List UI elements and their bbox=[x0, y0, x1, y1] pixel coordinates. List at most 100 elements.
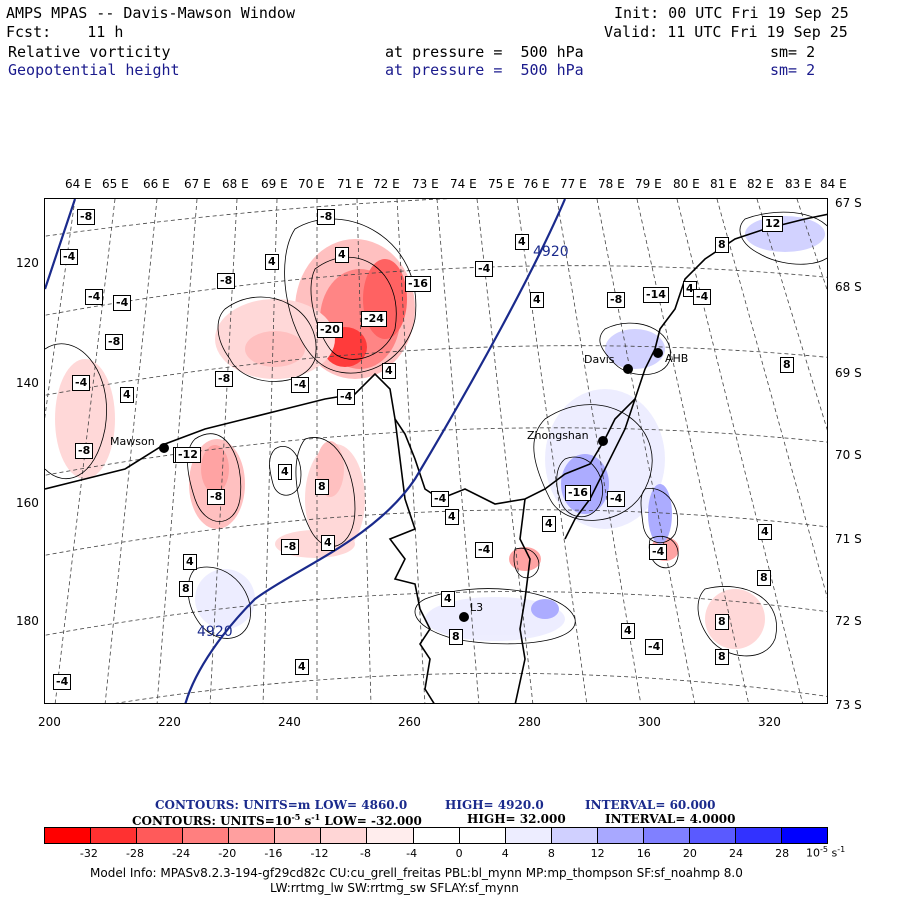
colorbar-swatch bbox=[91, 828, 138, 843]
station-l3-dot bbox=[459, 612, 469, 622]
bottom-axis-tick: 320 bbox=[758, 715, 781, 729]
longitude-label: 82 E bbox=[747, 177, 774, 191]
height-contour-info: CONTOURS: UNITS=m LOW= 4860.0 bbox=[155, 798, 408, 812]
left-axis-tick: 120 bbox=[16, 256, 39, 270]
vorticity-contour-interval: INTERVAL= 4.0000 bbox=[605, 812, 736, 826]
station-mawson-dot bbox=[159, 443, 169, 453]
vorticity-contour-label: -16 bbox=[565, 485, 591, 501]
vorticity-contour-label: 8 bbox=[715, 614, 729, 630]
colorbar-swatch bbox=[551, 828, 598, 843]
colorbar-swatch bbox=[782, 828, 828, 843]
longitude-label: 66 E bbox=[143, 177, 170, 191]
vorticity-contour-label: -4 bbox=[337, 389, 356, 405]
field1-level: at pressure = 500 hPa bbox=[385, 43, 584, 61]
vorticity-contour-label: 4 bbox=[335, 247, 349, 263]
field2-smoothing: sm= 2 bbox=[770, 61, 816, 79]
colorbar-swatch bbox=[597, 828, 644, 843]
map-panel: Davis Zhongshan Mawson AHB L3 -8 -8 -4 4 4 -4 -8 -4… bbox=[44, 198, 828, 704]
colorbar-tick: 0 bbox=[455, 847, 463, 860]
left-axis-tick: 160 bbox=[16, 496, 39, 510]
height-contour-high: HIGH= 4920.0 bbox=[445, 798, 544, 812]
vorticity-contour-label: 8 bbox=[757, 570, 771, 586]
pos-vort-south-core bbox=[531, 599, 559, 619]
vorticity-contour-label: 12 bbox=[762, 216, 784, 232]
vorticity-contour-label: -8 bbox=[317, 209, 336, 225]
station-label-ahb: AHB bbox=[665, 352, 689, 365]
height-line-main bbox=[184, 199, 567, 703]
vorticity-contour-label: -4 bbox=[53, 674, 72, 690]
vorticity-contour-label: -8 bbox=[105, 334, 124, 350]
bottom-axis-tick: 280 bbox=[518, 715, 541, 729]
field1-smoothing: sm= 2 bbox=[770, 43, 816, 61]
vorticity-contour-label: 8 bbox=[449, 629, 463, 645]
vorticity-contour-label: -8 bbox=[207, 489, 226, 505]
vorticity-contour-label: -12 bbox=[175, 447, 201, 463]
colorbar-swatch bbox=[643, 828, 690, 843]
station-label-davis: Davis bbox=[584, 353, 615, 366]
vorticity-contour-label: -8 bbox=[217, 273, 236, 289]
vorticity-units-exp2: -1 bbox=[311, 812, 321, 822]
colorbar-tick: -12 bbox=[310, 847, 329, 860]
vorticity-contour-label: 4 bbox=[445, 509, 459, 525]
station-label-mawson: Mawson bbox=[110, 435, 155, 448]
height-contour-label: 4920 bbox=[197, 624, 233, 640]
map-canvas bbox=[45, 199, 827, 703]
colorbar-tick: -28 bbox=[126, 847, 144, 860]
left-axis-tick: 180 bbox=[16, 614, 39, 628]
vorticity-contour-label: 4 bbox=[758, 524, 772, 540]
colorbar-swatch bbox=[459, 828, 506, 843]
neg-vort-west bbox=[55, 359, 115, 479]
vorticity-units-exp: -5 bbox=[291, 812, 301, 822]
vorticity-contour-label: -8 bbox=[75, 443, 94, 459]
init-time: Init: 00 UTC Fri 19 Sep 25 bbox=[614, 4, 849, 22]
longitude-label: 78 E bbox=[598, 177, 625, 191]
pos-vort-e bbox=[648, 484, 672, 544]
longitude-label: 68 E bbox=[222, 177, 249, 191]
longitude-label: 65 E bbox=[102, 177, 129, 191]
latitude-label: 67 S bbox=[835, 196, 862, 210]
vorticity-contour-label: -8 bbox=[215, 371, 234, 387]
colorbar-swatch bbox=[413, 828, 460, 843]
longitude-label: 74 E bbox=[450, 177, 477, 191]
longitude-label: 79 E bbox=[635, 177, 662, 191]
vorticity-contour-label: -8 bbox=[281, 539, 300, 555]
vorticity-contour-label: 4 bbox=[530, 292, 544, 308]
vorticity-contour-label: -14 bbox=[643, 287, 669, 303]
latitude-label: 72 S bbox=[835, 614, 862, 628]
colorbar-swatch bbox=[229, 828, 276, 843]
vorticity-contour-label: 8 bbox=[780, 357, 794, 373]
vorticity-contour-label: 4 bbox=[515, 234, 529, 250]
station-zhongshan-dot bbox=[598, 436, 608, 446]
longitude-label: 73 E bbox=[412, 177, 439, 191]
vorticity-contour-label: 4 bbox=[265, 254, 279, 270]
colorbar-tick: -8 bbox=[360, 847, 371, 860]
vorticity-contour-label: -4 bbox=[693, 289, 712, 305]
longitude-label: 83 E bbox=[785, 177, 812, 191]
station-markers bbox=[159, 348, 663, 622]
latitude-label: 73 S bbox=[835, 698, 862, 712]
vorticity-units-s: s bbox=[300, 814, 312, 828]
vorticity-contour-label: -4 bbox=[72, 375, 91, 391]
colorbar-tick: 20 bbox=[682, 847, 697, 860]
colorbar-tick: -20 bbox=[218, 847, 237, 860]
longitude-label: 81 E bbox=[710, 177, 737, 191]
longitude-label: 84 E bbox=[820, 177, 847, 191]
model-info: Model Info: MPASv8.2.3-194-gf29cd82c CU:… bbox=[90, 866, 743, 880]
colorbar-units-base: 10 bbox=[806, 846, 820, 860]
vorticity-contour-label: -4 bbox=[60, 249, 79, 265]
bottom-axis-tick: 200 bbox=[38, 715, 61, 729]
longitude-label: 67 E bbox=[184, 177, 211, 191]
colorbar-tick: 16 bbox=[636, 847, 651, 860]
vorticity-contour-label: 4 bbox=[621, 623, 635, 639]
colorbar-units-exp2: -1 bbox=[837, 845, 846, 854]
latitude-label: 69 S bbox=[835, 366, 862, 380]
vorticity-contour-low: LOW= -32.000 bbox=[320, 814, 422, 828]
vorticity-contour-label: -4 bbox=[475, 542, 494, 558]
colorbar-units: 10-5 s-1 bbox=[806, 845, 845, 860]
height-contours bbox=[45, 199, 567, 703]
vorticity-contour-label: 4 bbox=[120, 387, 134, 403]
colorbar-tick: 8 bbox=[547, 847, 555, 860]
longitude-label: 70 E bbox=[298, 177, 325, 191]
model-info-line2: LW:rrtmg_lw SW:rrtmg_sw SFLAY:sf_mynn bbox=[270, 881, 519, 895]
colorbar-swatch bbox=[689, 828, 736, 843]
